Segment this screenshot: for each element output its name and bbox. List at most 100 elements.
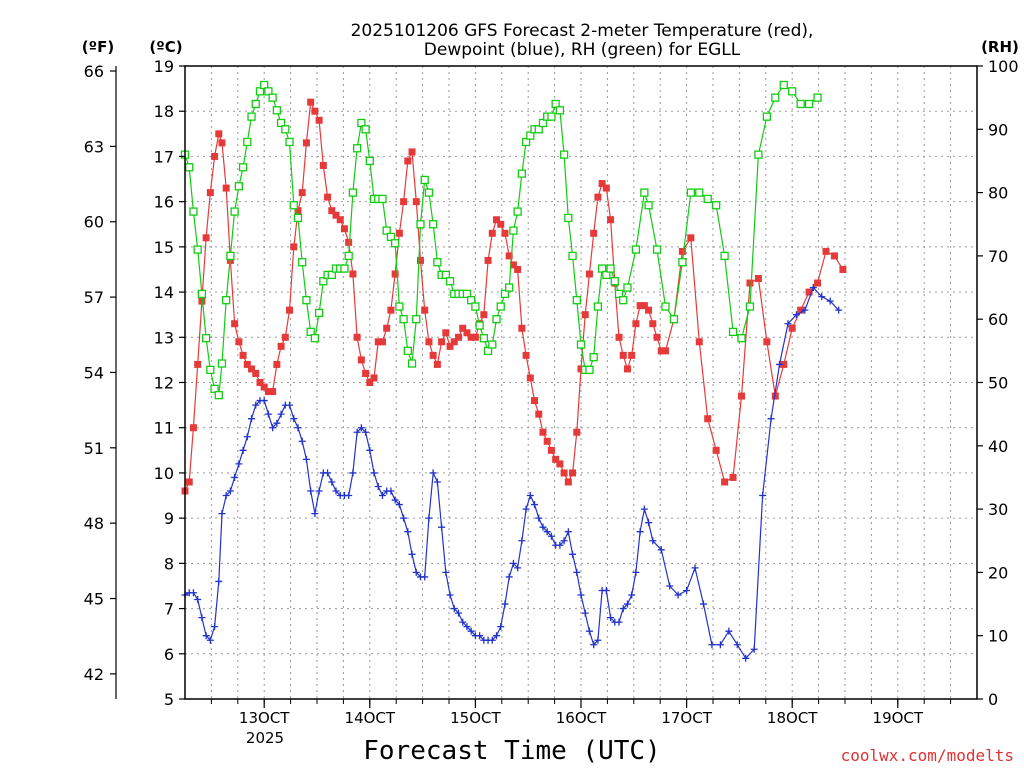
temperature-point [185, 478, 193, 486]
temperature-point [239, 351, 247, 359]
temperature-point [839, 265, 847, 273]
dewpoint-point [699, 600, 707, 608]
rh-point [564, 213, 573, 223]
rh-point [314, 308, 324, 318]
temperature-point [598, 180, 606, 188]
temperature-point [564, 478, 572, 486]
dewpoint-point [442, 568, 450, 576]
rh-tick-label: 40 [988, 437, 1008, 456]
dewpoint-point [674, 591, 682, 599]
temperature-point [438, 338, 446, 346]
dewpoint-point [446, 591, 454, 599]
temperature-point [619, 351, 627, 359]
dewpoint-point [395, 501, 403, 509]
rh-point [500, 289, 510, 299]
dewpoint-point [391, 496, 399, 504]
temperature-point [362, 369, 370, 377]
celsius-tick-label: 9 [164, 509, 174, 528]
credit-text: coolwx.com/modelts [841, 746, 1014, 765]
celsius-tick-label: 18 [154, 102, 174, 121]
rh-point [365, 156, 374, 166]
fahrenheit-tick-label: 57 [84, 288, 104, 307]
temperature-point [712, 446, 720, 454]
temperature-point [535, 410, 543, 418]
temperature-point [590, 229, 598, 237]
rh-point [386, 232, 396, 242]
dewpoint-point [290, 415, 298, 423]
rh-point [361, 125, 370, 134]
temperature-point [780, 360, 788, 368]
temperature-point [721, 478, 729, 486]
temperature-point [552, 455, 560, 463]
temperature-point [273, 360, 281, 368]
dewpoint-point [194, 596, 202, 604]
dewpoint-point [539, 523, 547, 531]
rh-point [593, 302, 603, 311]
temperature-point [573, 428, 581, 436]
temperature-point [822, 247, 830, 255]
rh-point [382, 226, 391, 235]
temperature-point [235, 338, 243, 346]
fahrenheit-tick-label: 45 [84, 590, 104, 609]
dewpoint-point [302, 455, 310, 463]
dewpoint-point [818, 293, 826, 301]
dewpoint-point [315, 487, 323, 495]
temperature-point [311, 107, 319, 115]
dewpoint-point [628, 591, 636, 599]
temperature-point [497, 220, 505, 228]
dewpoint-point [189, 589, 197, 597]
rh-point [471, 302, 480, 311]
temperature-point [763, 338, 771, 346]
dewpoint-point [518, 537, 526, 545]
rh-point [644, 201, 653, 210]
temperature-point [194, 360, 202, 368]
temperature-point [345, 238, 353, 246]
dewpoint-point [615, 618, 623, 626]
temperature-point [493, 216, 501, 224]
celsius-tick-label: 15 [154, 238, 174, 257]
rh-point [492, 315, 501, 324]
rh-tick-label: 30 [988, 500, 1008, 519]
dewpoint-point [231, 473, 239, 481]
dewpoint-point [349, 469, 357, 477]
rh-point [551, 99, 560, 109]
temperature-point [433, 360, 441, 368]
dewpoint-point [657, 546, 665, 554]
dewpoint-point [260, 397, 268, 405]
rh-point [390, 239, 400, 248]
series-layer [180, 80, 847, 662]
dewpoint-point [590, 641, 598, 649]
rh-point [534, 125, 543, 134]
rh-point [319, 277, 328, 286]
dewpoint-point [357, 424, 365, 432]
rh-point [462, 289, 472, 299]
rh-point [420, 175, 429, 185]
rh-point [395, 302, 404, 311]
celsius-tick-label: 12 [154, 374, 174, 393]
x-tick-label: 17OCT [661, 709, 712, 727]
dewpoint-point [759, 492, 767, 500]
temperature-point [243, 360, 251, 368]
rh-point [788, 87, 797, 96]
rh-point [703, 194, 712, 204]
rh-point [310, 334, 320, 343]
fahrenheit-tick-label: 66 [84, 62, 104, 81]
fahrenheit-tick-label: 48 [84, 514, 104, 533]
temperature-point [539, 428, 547, 436]
temperature-point [252, 369, 260, 377]
temperature-point [577, 365, 585, 373]
temperature-point [661, 347, 669, 355]
temperature-point [189, 424, 197, 432]
temperature-point [286, 306, 294, 314]
x-axis-title: Forecast Time (UTC) [363, 736, 660, 766]
celsius-tick-label: 16 [154, 193, 174, 212]
rh-point [720, 251, 729, 261]
dewpoint-point [581, 609, 589, 617]
dewpoint-point [501, 600, 509, 608]
rh-point [652, 245, 662, 254]
temperature-point [353, 333, 361, 341]
rh-point [441, 270, 450, 280]
dewpoint-point [235, 460, 243, 468]
dewpoint-point [531, 501, 539, 509]
